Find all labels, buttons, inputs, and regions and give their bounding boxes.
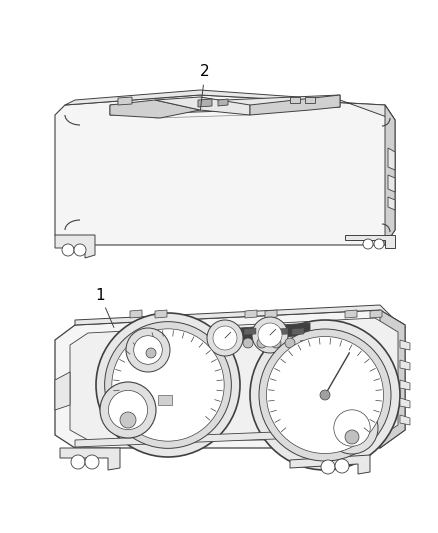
Polygon shape — [118, 97, 132, 105]
Polygon shape — [110, 100, 200, 118]
Polygon shape — [218, 99, 228, 106]
Circle shape — [252, 317, 288, 353]
Polygon shape — [70, 318, 398, 440]
Polygon shape — [55, 235, 95, 258]
Circle shape — [326, 402, 378, 454]
Polygon shape — [244, 328, 256, 335]
Polygon shape — [380, 310, 405, 448]
Polygon shape — [276, 328, 288, 335]
Polygon shape — [55, 95, 395, 245]
Polygon shape — [65, 90, 395, 120]
Polygon shape — [55, 310, 405, 448]
Circle shape — [271, 338, 281, 348]
Polygon shape — [388, 197, 395, 210]
Text: 1: 1 — [95, 287, 114, 327]
Polygon shape — [388, 175, 395, 192]
Circle shape — [112, 329, 224, 441]
Polygon shape — [292, 328, 304, 335]
Circle shape — [250, 320, 400, 470]
Circle shape — [334, 410, 370, 446]
Circle shape — [374, 239, 384, 249]
Polygon shape — [158, 395, 172, 405]
Polygon shape — [400, 398, 410, 408]
Circle shape — [213, 326, 237, 350]
Polygon shape — [388, 148, 395, 170]
Polygon shape — [290, 455, 370, 474]
Polygon shape — [198, 99, 212, 107]
Polygon shape — [300, 340, 310, 347]
Circle shape — [335, 459, 349, 473]
Circle shape — [100, 382, 156, 438]
Circle shape — [285, 338, 295, 348]
Polygon shape — [370, 310, 382, 318]
Polygon shape — [260, 328, 272, 335]
Polygon shape — [345, 310, 357, 318]
Circle shape — [146, 348, 156, 358]
Polygon shape — [60, 448, 120, 470]
Circle shape — [243, 338, 253, 348]
Polygon shape — [250, 95, 340, 115]
Polygon shape — [400, 380, 410, 390]
Polygon shape — [305, 97, 315, 103]
Circle shape — [321, 460, 335, 474]
Polygon shape — [110, 95, 340, 115]
Circle shape — [62, 244, 74, 256]
Polygon shape — [75, 428, 375, 447]
Circle shape — [257, 338, 267, 348]
Circle shape — [120, 412, 136, 428]
Circle shape — [126, 328, 170, 372]
Polygon shape — [75, 305, 405, 325]
Circle shape — [85, 455, 99, 469]
Circle shape — [363, 239, 373, 249]
Text: 2: 2 — [200, 64, 210, 110]
Polygon shape — [265, 310, 277, 318]
Circle shape — [259, 329, 391, 461]
Polygon shape — [130, 310, 142, 318]
Polygon shape — [400, 340, 410, 350]
Circle shape — [108, 390, 148, 430]
Polygon shape — [240, 323, 310, 340]
Polygon shape — [290, 97, 300, 103]
Circle shape — [207, 320, 243, 356]
Circle shape — [134, 336, 162, 364]
Polygon shape — [400, 415, 410, 425]
Circle shape — [74, 244, 86, 256]
Circle shape — [96, 313, 240, 457]
Circle shape — [71, 455, 85, 469]
Circle shape — [345, 430, 359, 444]
Polygon shape — [245, 310, 257, 318]
Circle shape — [105, 321, 231, 448]
Polygon shape — [345, 235, 395, 248]
Polygon shape — [155, 310, 167, 318]
Circle shape — [258, 323, 282, 347]
Circle shape — [266, 336, 384, 454]
Polygon shape — [400, 360, 410, 370]
Polygon shape — [155, 97, 250, 115]
Polygon shape — [55, 372, 70, 410]
Polygon shape — [385, 105, 395, 245]
Circle shape — [320, 390, 330, 400]
